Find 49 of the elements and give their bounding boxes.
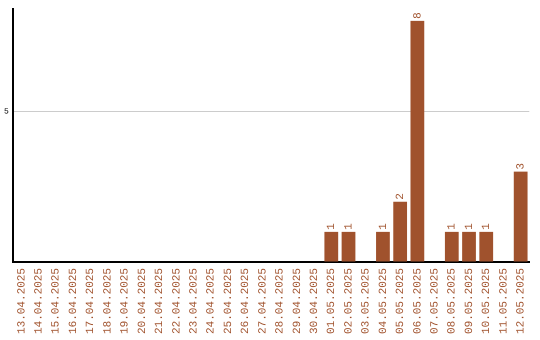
x-tick-label: 04.05.2025 (378, 268, 390, 334)
x-tick-label: 29.04.2025 (292, 268, 304, 334)
data-label: 1 (481, 222, 494, 230)
x-tick-label: 23.04.2025 (188, 268, 200, 334)
x-tick-label: 07.05.2025 (429, 268, 442, 334)
x-tick-label: 13.04.2025 (16, 268, 28, 334)
x-tick-label: 28.04.2025 (274, 268, 287, 334)
bar (342, 232, 356, 262)
x-tick-label: 17.04.2025 (85, 268, 98, 334)
x-tick-label: 05.05.2025 (395, 268, 408, 334)
x-tick-label: 30.04.2025 (308, 268, 321, 334)
x-tick-label: 26.04.2025 (240, 268, 252, 334)
bar (376, 232, 390, 262)
data-label: 1 (326, 222, 338, 230)
bar (462, 232, 476, 262)
data-label: 1 (464, 222, 476, 230)
x-tick-label: 27.04.2025 (257, 268, 270, 334)
bar (479, 232, 494, 262)
bar (410, 20, 424, 262)
x-tick-label: 12.05.2025 (516, 268, 528, 334)
x-tick-label: 22.04.2025 (171, 268, 184, 334)
x-tick-label: 06.05.2025 (412, 268, 424, 334)
bar (324, 232, 338, 262)
x-tick-label: 21.04.2025 (154, 268, 166, 334)
x-tick-label: 02.05.2025 (343, 268, 356, 334)
data-label: 8 (412, 12, 424, 19)
x-tick-label: 18.04.2025 (102, 268, 114, 334)
x-tick-label: 08.05.2025 (446, 268, 459, 334)
bar (514, 172, 528, 262)
data-label: 2 (395, 193, 408, 200)
x-tick-label: 20.04.2025 (136, 268, 149, 334)
x-tick-label: 24.04.2025 (206, 268, 218, 334)
x-tick-label: 19.04.2025 (120, 268, 132, 334)
data-label: 1 (446, 222, 459, 230)
x-tick-label: 09.05.2025 (464, 268, 476, 334)
bar (444, 232, 459, 262)
x-tick-label: 03.05.2025 (360, 268, 373, 334)
x-tick-label: 11.05.2025 (498, 268, 510, 334)
data-label: 1 (378, 222, 390, 230)
data-label: 1 (343, 222, 356, 230)
x-tick-label: 01.05.2025 (326, 268, 338, 334)
bar (393, 202, 408, 262)
data-label: 3 (516, 162, 528, 170)
x-tick-label: 15.04.2025 (50, 268, 63, 334)
x-tick-label: 25.04.2025 (222, 268, 235, 334)
x-tick-label: 16.04.2025 (68, 268, 80, 334)
x-tick-label: 10.05.2025 (481, 268, 494, 334)
x-tick-label: 14.04.2025 (34, 268, 46, 334)
y-tick-label: 5 (4, 107, 9, 116)
